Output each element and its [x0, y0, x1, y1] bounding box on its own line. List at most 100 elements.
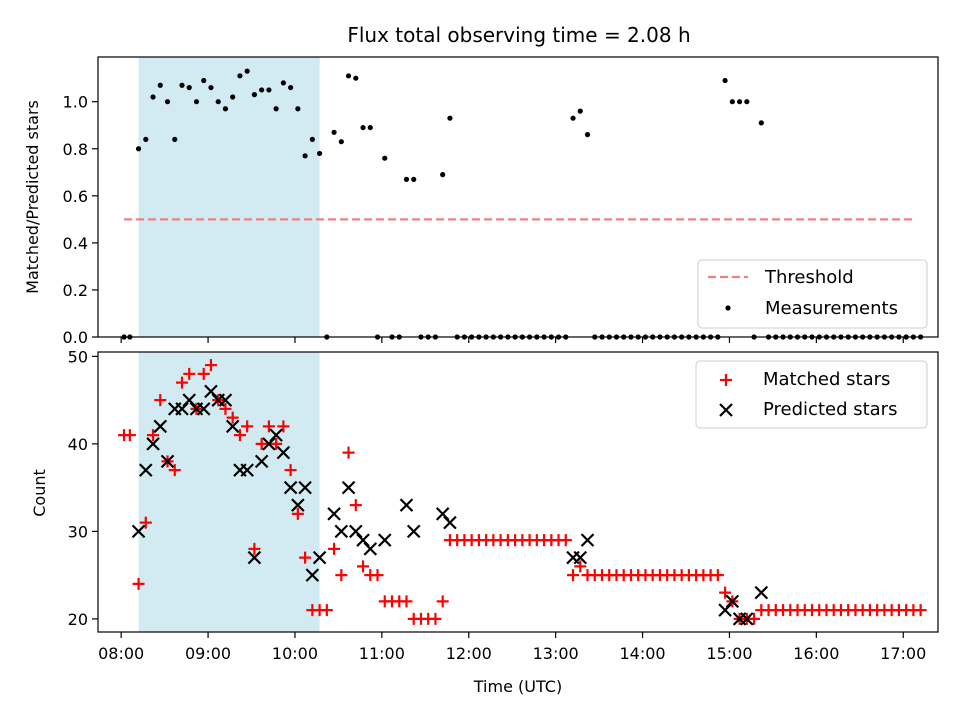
measurement-point — [353, 75, 359, 81]
predicted-star-point — [573, 550, 588, 565]
measurement-point — [295, 106, 301, 112]
ratio-y-axis-label: Matched/Predicted stars — [23, 100, 42, 294]
matched-star-point — [291, 507, 304, 520]
measurement-point — [744, 99, 750, 105]
ratio-legend: Threshold Measurements — [697, 259, 928, 329]
x-tick-label: 17:00 — [880, 644, 926, 663]
matched-star-point — [226, 411, 239, 424]
predicted-star-point — [225, 419, 240, 434]
measurement-point — [338, 139, 344, 145]
x-tick-label: 16:00 — [793, 644, 839, 663]
matched-star-point — [748, 612, 761, 625]
matched-star-point — [262, 420, 275, 433]
measurement-point — [251, 92, 258, 98]
count-y-tick-label: 40 — [68, 435, 88, 454]
x-tick-label: 12:00 — [446, 644, 492, 663]
count-legend-box — [695, 360, 928, 429]
measurement-point — [230, 94, 236, 100]
ratio-y-tick-label: 0.4 — [63, 234, 88, 253]
x-tick-label: 10:00 — [272, 644, 318, 663]
matched-star-point — [176, 376, 188, 389]
predicted-star-point — [269, 428, 283, 442]
predicted-star-point — [580, 533, 595, 547]
observing-window-shade — [138, 57, 320, 337]
observing-window-shade-bottom — [138, 352, 320, 632]
measurement-point — [367, 124, 373, 131]
measurement-point — [186, 84, 192, 91]
measurement-point — [722, 77, 728, 84]
predicted-star-point — [139, 463, 153, 477]
legend-measurements-label: Measurements — [765, 298, 898, 319]
measurement-point — [736, 99, 743, 105]
x-axis-label: Time (UTC) — [473, 677, 562, 696]
matched-star-point — [197, 367, 210, 380]
matched-star-point — [299, 551, 312, 564]
ratio-panel: 0.0 0.2 0.4 0.6 0.8 1.0 Flux total observing … — [23, 23, 939, 347]
matched-star-point — [270, 437, 283, 450]
measurement-point — [447, 115, 453, 121]
predicted-star-point — [240, 463, 254, 477]
matched-star-point — [342, 446, 355, 459]
measurement-point — [309, 136, 315, 142]
ratio-y-tick-label: 1.0 — [63, 93, 88, 112]
measurement-point — [135, 146, 142, 152]
matched-star-point — [204, 359, 217, 372]
ratio-axes-frame — [97, 56, 939, 338]
ratio-axes: 0.0 0.2 0.4 0.6 0.8 1.0 — [63, 56, 939, 347]
measurement-point — [215, 99, 221, 105]
measurement-point — [316, 150, 323, 157]
legend-matched-label: Matched stars — [763, 369, 890, 390]
predicted-star-point — [334, 524, 349, 539]
ratio-legend-box — [697, 259, 928, 329]
measurement-point — [164, 99, 171, 105]
measurement-point — [570, 115, 576, 121]
predicted-star-point — [196, 402, 211, 416]
legend-predicted-label: Predicted stars — [763, 399, 897, 420]
ratio-y-tick-label: 0.8 — [63, 140, 88, 159]
measurement-point — [150, 94, 156, 100]
measurement-point — [259, 87, 265, 93]
measurement-point — [208, 84, 214, 91]
matched-star-point — [357, 560, 370, 573]
predicted-star-point — [377, 533, 392, 547]
matched-star-point — [241, 420, 254, 433]
legend-threshold-label: Threshold — [764, 267, 854, 288]
predicted-star-point — [327, 507, 341, 521]
x-tick-label: 09:00 — [185, 644, 231, 663]
shaded-region — [138, 352, 320, 632]
matched-star-point — [371, 569, 384, 582]
legend-predicted-swatch — [719, 403, 733, 417]
matched-star-point — [559, 534, 572, 547]
matched-star-point — [284, 464, 297, 477]
ratio-y-tick-label: 0.2 — [63, 281, 88, 300]
count-panel: 08:00 09:00 10:00 11:00 12:00 13:00 14:00 15:00… — [30, 347, 939, 696]
count-axes-frame — [97, 351, 939, 633]
matched-star-point — [277, 420, 290, 433]
matched-star-point — [154, 394, 167, 407]
measurement-point — [577, 108, 583, 114]
measurement-point — [302, 153, 308, 159]
matched-star-point — [574, 560, 587, 573]
matched-star-point — [219, 402, 232, 415]
legend-matched-swatch — [720, 374, 732, 386]
count-y-tick-label: 30 — [68, 522, 88, 541]
measurement-point — [729, 99, 735, 105]
matched-star-point — [139, 516, 152, 529]
predicted-star-point — [160, 454, 175, 469]
predicted-star-point — [153, 419, 168, 434]
ratio-y-tick-label: 0.6 — [63, 187, 88, 206]
matched-star-point — [914, 604, 927, 617]
measurement-point — [179, 82, 185, 88]
matched-star-point — [400, 595, 413, 608]
matched-star-point — [711, 569, 724, 582]
predicted-star-point — [254, 454, 269, 469]
predicted-star-point — [341, 480, 356, 495]
matched-star-point — [248, 542, 261, 555]
measurement-point — [360, 124, 366, 131]
measurement-point — [266, 87, 272, 93]
measurement-point — [222, 106, 229, 112]
measurement-point — [280, 80, 286, 86]
matched-star-point — [132, 577, 145, 590]
predicted-star-point — [305, 568, 320, 582]
chart-title: Flux total observing time = 2.08 h — [347, 23, 690, 47]
